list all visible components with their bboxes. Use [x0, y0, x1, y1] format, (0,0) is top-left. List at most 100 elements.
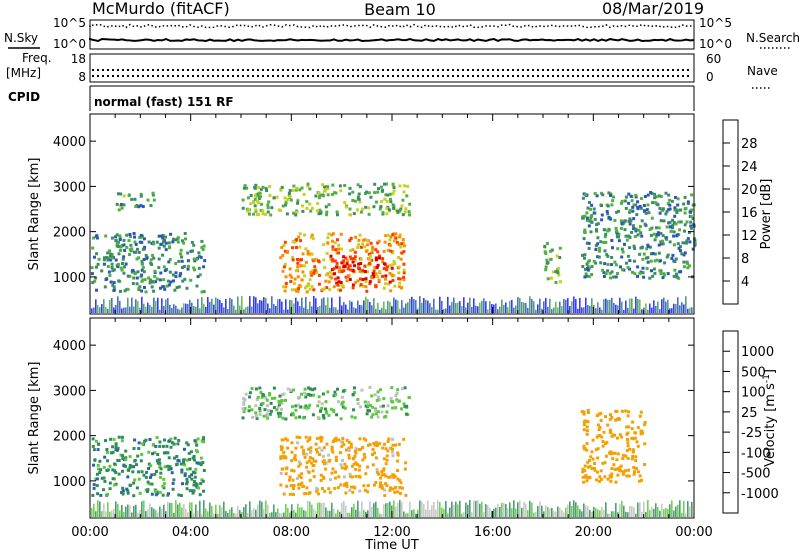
echo-cell [391, 406, 395, 410]
echo-cell [300, 445, 304, 449]
echo-cell [258, 409, 262, 413]
echo-cell [626, 266, 630, 269]
echo-cell [374, 248, 378, 252]
echo-cell [266, 414, 270, 418]
echo-cell [247, 196, 250, 200]
echo-region [241, 182, 412, 217]
echo-cell [159, 471, 163, 475]
echo-cell [610, 434, 614, 438]
echo-cell [121, 492, 125, 496]
clutter-cell [623, 505, 625, 517]
echo-cell [158, 444, 162, 448]
clutter-cell [449, 305, 451, 313]
echo-cell [146, 488, 150, 492]
echo-cell [391, 443, 395, 447]
clutter-cell [459, 301, 461, 313]
echo-cell [316, 209, 320, 213]
echo-cell [592, 259, 596, 263]
clutter-cell [527, 510, 529, 517]
echo-cell [651, 252, 655, 255]
echo-cell [353, 386, 356, 390]
clutter-cell [657, 301, 659, 313]
echo-cell [356, 183, 360, 187]
clutter-cell [687, 308, 689, 313]
clutter-cell [687, 501, 689, 517]
echo-cell [312, 475, 316, 479]
echo-cell [265, 412, 269, 416]
echo-cell [130, 465, 134, 469]
echo-cell [395, 398, 399, 402]
clutter-cell [287, 507, 289, 517]
echo-cell [155, 277, 159, 281]
echo-cell [149, 258, 153, 262]
echo-cell [112, 437, 116, 441]
echo-cell [402, 241, 406, 245]
clutter-cell [523, 501, 525, 517]
echo-cell [333, 390, 337, 394]
echo-cell [617, 466, 621, 470]
clutter-cell [99, 307, 101, 313]
clutter-cell [485, 504, 487, 517]
clutter-cell [545, 505, 547, 517]
echo-cell [385, 212, 389, 216]
echo-cell [653, 192, 657, 196]
echo-cell [631, 454, 635, 458]
echo-cell [610, 416, 614, 419]
echo-cell [111, 477, 115, 481]
clutter-cell [515, 508, 517, 517]
clutter-cell [641, 511, 643, 517]
echo-cell [92, 483, 96, 487]
echo-cell [149, 261, 153, 265]
echo-cell [340, 261, 344, 265]
echo-cell [583, 256, 586, 260]
echo-cell [124, 456, 128, 460]
echo-cell [347, 448, 351, 452]
echo-cell [589, 230, 593, 234]
echo-cell [330, 445, 334, 449]
echo-cell [279, 256, 283, 260]
echo-cell [370, 258, 374, 262]
echo-cell [615, 210, 619, 214]
echo-cell [168, 270, 172, 274]
echo-cell [651, 274, 655, 278]
echo-cell [186, 259, 190, 263]
echo-cell [164, 241, 168, 245]
echo-cell [324, 400, 328, 404]
echo-cell [137, 447, 141, 450]
clutter-cell [435, 509, 437, 517]
echo-cell [331, 248, 335, 251]
echo-cell [364, 280, 368, 283]
echo-cell [122, 271, 126, 275]
echo-cell [382, 267, 386, 271]
clutter-cell [549, 508, 551, 517]
clutter-cell [127, 504, 129, 517]
echo-cell [668, 198, 672, 202]
clutter-cell [513, 500, 515, 517]
echo-cell [636, 207, 640, 211]
clutter-cell [155, 300, 157, 313]
echo-cell [195, 443, 199, 447]
echo-cell [325, 286, 329, 290]
echo-cell [309, 446, 313, 450]
echo-cell [182, 241, 186, 245]
echo-cell [96, 262, 100, 266]
clutter-cell [319, 502, 321, 517]
echo-cell [370, 394, 374, 398]
echo-cell [315, 450, 319, 454]
echo-cell [307, 459, 311, 463]
echo-cell [372, 483, 376, 487]
echo-cell [122, 255, 126, 259]
echo-cell [296, 275, 300, 279]
echo-cell [295, 186, 299, 190]
echo-cell [618, 433, 622, 437]
echo-cell [193, 439, 197, 443]
echo-cell [179, 494, 183, 497]
echo-cell [134, 242, 138, 246]
clutter-cell [619, 504, 621, 517]
echo-cell [390, 266, 394, 270]
echo-cell [640, 429, 644, 433]
clutter-cell [585, 297, 587, 313]
echo-cell [133, 235, 136, 239]
echo-cell [107, 270, 111, 274]
